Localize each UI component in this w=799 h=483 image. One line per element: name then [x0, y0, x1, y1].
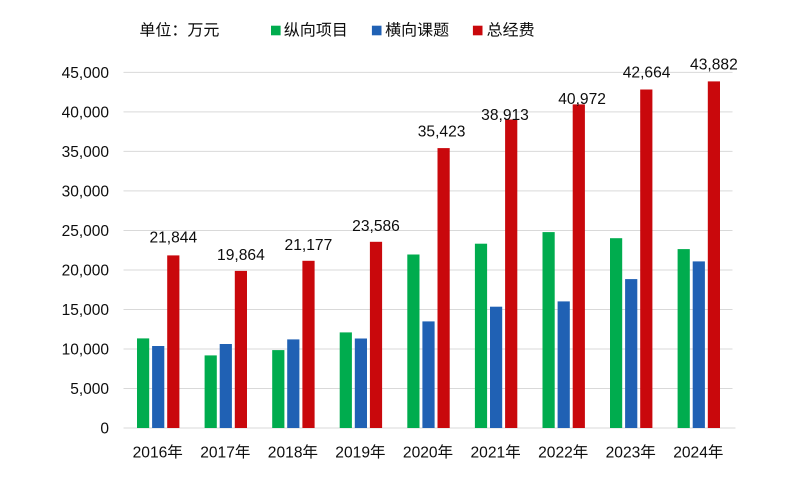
svg-text:2021: 2021 [471, 444, 506, 461]
svg-text:42,664: 42,664 [623, 65, 671, 82]
svg-text:10,000: 10,000 [62, 342, 110, 359]
svg-text:20,000: 20,000 [62, 263, 110, 280]
svg-text:19,864: 19,864 [217, 247, 265, 264]
svg-text:40,972: 40,972 [558, 91, 606, 108]
svg-text:35,000: 35,000 [62, 144, 110, 161]
svg-text:38,913: 38,913 [481, 107, 529, 124]
svg-text:2023: 2023 [606, 444, 641, 461]
svg-text:15,000: 15,000 [62, 302, 110, 319]
svg-text:35,423: 35,423 [418, 124, 466, 141]
svg-text:21,177: 21,177 [285, 237, 333, 254]
svg-text:25,000: 25,000 [62, 223, 110, 240]
svg-text:2016: 2016 [133, 444, 168, 461]
svg-text:30,000: 30,000 [62, 184, 110, 201]
svg-text:43,882: 43,882 [690, 57, 738, 74]
svg-text:2024: 2024 [673, 444, 708, 461]
svg-text:2022: 2022 [538, 444, 573, 461]
svg-text:23,586: 23,586 [352, 218, 400, 235]
svg-text:2017: 2017 [200, 444, 235, 461]
svg-text:21,844: 21,844 [149, 230, 197, 247]
svg-text:45,000: 45,000 [62, 65, 110, 82]
svg-text:2020: 2020 [403, 444, 438, 461]
svg-text:2018: 2018 [268, 444, 303, 461]
svg-text:0: 0 [100, 421, 109, 438]
svg-text:5,000: 5,000 [70, 381, 109, 398]
svg-text:40,000: 40,000 [62, 105, 110, 122]
svg-text:2019: 2019 [335, 444, 370, 461]
